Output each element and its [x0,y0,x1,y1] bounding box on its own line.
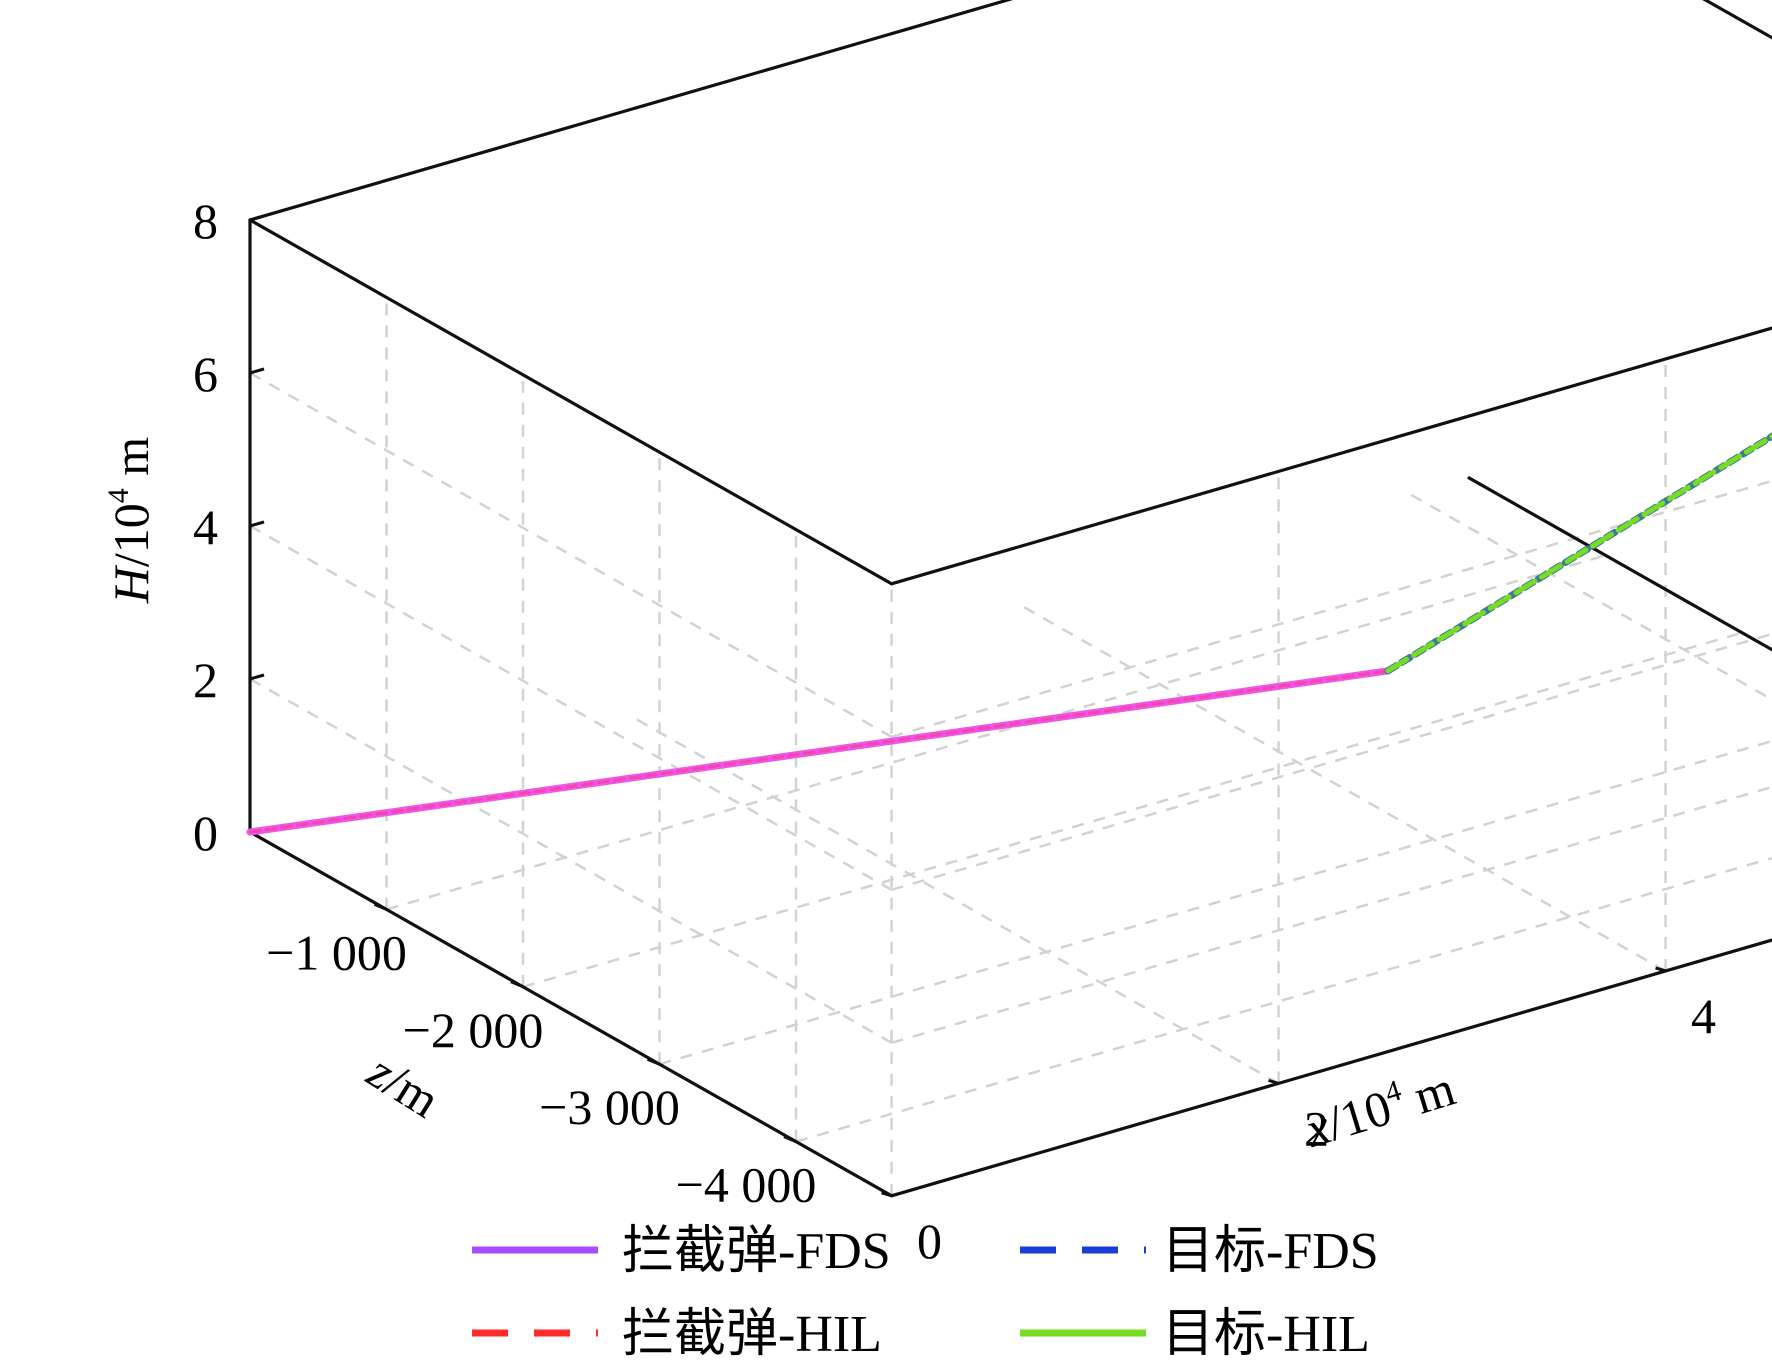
series-lines [246,432,1772,836]
legend-item: 拦截弹-HIL [472,1306,882,1363]
x-axis-tick [1268,1078,1279,1085]
z-tick-label: −2 000 [403,1002,544,1058]
frame-edge [1467,476,1772,652]
x-tick-label: 4 [1691,988,1716,1044]
legend-label: 拦截弹-HIL [622,1306,882,1363]
series-line [1384,432,1772,675]
z-axis-tick [646,1057,661,1066]
legend-item: 拦截弹-FDS [472,1223,891,1280]
x-tick-label: 2 [1304,1100,1329,1156]
grid-line [1023,606,1667,973]
legend-label: 目标-HIL [1162,1306,1370,1363]
grid-line [249,677,893,1044]
frame-edge [248,0,1014,222]
h-tick-label: 8 [193,193,218,249]
grid-line [891,326,1772,585]
z-tick-label: −4 000 [676,1157,817,1213]
legend-label: 目标-FDS [1162,1223,1379,1280]
h-tick-label: 6 [193,346,218,402]
h-axis-tick [249,520,265,528]
grid-line [386,554,1606,911]
series-line [1385,433,1772,674]
x-axis-tick [881,1191,892,1198]
z-axis-tick [783,1135,797,1143]
legend: 拦截弹-FDS 拦截弹-HIL 目标-FDS 目标-HIL [472,1223,1379,1363]
h-axis-tick [249,673,265,681]
legend-label: 拦截弹-FDS [622,1223,891,1280]
z-axis-tick [373,903,388,911]
legend-item: 目标-FDS [1020,1223,1379,1280]
frame-edge [248,830,894,1198]
z-tick-label: −1 000 [266,924,407,980]
grid-line [795,856,1772,1143]
series-line [246,667,1392,836]
frame-edge [889,938,1772,1198]
grid-line [522,631,1743,989]
h-tick-label: 4 [193,499,218,555]
grid-line [249,371,893,738]
frame-edge [1702,0,1772,40]
legend-item: 目标-HIL [1020,1306,1370,1363]
z-axis-tick [510,980,524,989]
h-axis-tick [249,367,265,375]
x-tick-label: 0 [917,1213,942,1269]
grid-line [891,632,1772,891]
axes-frame [248,0,1772,1198]
series-line [248,669,1390,834]
x-axis-label: x/104 m [1298,1059,1462,1158]
grid-line [659,739,1772,1066]
frame-edge [889,326,1772,586]
z-tick-label: −3 000 [539,1079,680,1135]
grid-line [891,785,1772,1044]
frame-edge [248,218,894,586]
h-axis-tick [249,214,265,222]
h-tick-label: 0 [193,805,218,861]
h-tick-label: 2 [193,652,218,708]
x-axis-tick [1655,966,1666,973]
axis-ticks [249,214,1666,1198]
h-axis-label: H/104 m [102,437,159,605]
grid-line [891,479,1772,738]
grid-lines [249,218,1772,1197]
